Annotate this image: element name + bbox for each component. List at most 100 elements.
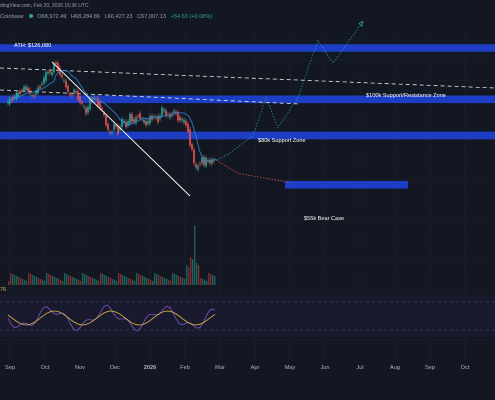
candle [191, 144, 193, 150]
volume-bar [82, 273, 84, 285]
volume-bar [176, 275, 178, 285]
trend-line-lower [0, 89, 301, 105]
volume-bar [34, 276, 36, 285]
x-tick-label: Sep [5, 365, 15, 371]
volume-bar [98, 281, 100, 285]
volume-bar [62, 281, 64, 285]
candle [33, 95, 35, 97]
candle [53, 63, 55, 73]
volume-bar [166, 279, 168, 285]
volume-bar [208, 273, 210, 285]
x-tick-label: Aug [390, 365, 400, 371]
volume-bar [182, 278, 184, 285]
volume-bar [188, 267, 190, 285]
volume-bar [120, 274, 122, 285]
x-tick-label: Nov [75, 365, 85, 371]
volume-bar [184, 279, 186, 285]
trend-line-upper [0, 67, 495, 89]
volume-bar [128, 278, 130, 285]
volume-bar [72, 277, 74, 285]
candle [15, 93, 18, 100]
ohlc-low: L66,427.23 [104, 14, 133, 20]
volume-bar [32, 275, 34, 285]
volume-bar [154, 273, 156, 285]
candle [55, 62, 57, 64]
volume-bar [112, 279, 114, 285]
volume-bar [50, 275, 52, 285]
candle [187, 124, 189, 132]
candle [199, 163, 201, 165]
x-tick-label: Mar [215, 365, 225, 371]
candle [39, 86, 41, 89]
volume-bar [10, 273, 12, 285]
volume-bar [156, 274, 158, 285]
volume-bar [66, 274, 68, 285]
volume-bar [138, 274, 140, 285]
volume-bar [136, 273, 138, 285]
volume-bar [186, 265, 188, 285]
volume-bar [60, 280, 62, 285]
candle [153, 116, 155, 118]
volume-bar [52, 276, 54, 285]
candle [171, 114, 173, 116]
volume-bar [116, 281, 118, 285]
volume-bar [20, 278, 22, 285]
bull-arrow-icon [358, 20, 364, 28]
candle [121, 119, 123, 128]
candle [83, 106, 85, 108]
volume-bar [126, 277, 128, 285]
zone-80k [0, 131, 495, 140]
zone-100k [0, 95, 495, 104]
volume-bar [94, 279, 96, 285]
volume-bar [68, 275, 70, 285]
volume-bar [96, 280, 98, 285]
volume-bar [146, 278, 148, 285]
volume-bar [194, 225, 196, 285]
candle [7, 101, 9, 104]
x-tick-label: Jun [320, 365, 330, 371]
volume-bar [46, 273, 48, 285]
ath-label: ATH: $126,080 [14, 43, 52, 49]
candle [101, 108, 103, 110]
candle [31, 95, 33, 96]
volume-bar [144, 277, 146, 285]
candle [21, 90, 23, 92]
candle [147, 121, 149, 124]
ohlc-line: Coinbase O68,972.49 H68,284.86 L66,427.2… [0, 14, 215, 20]
volume-bar [190, 257, 192, 285]
candle [13, 96, 16, 99]
candle [73, 89, 75, 94]
x-tick-label: 2026 [143, 365, 157, 371]
x-tick-label: Jul [356, 365, 364, 371]
candle [75, 90, 77, 93]
candle [89, 98, 91, 110]
candle [179, 117, 181, 121]
candle [151, 116, 153, 120]
moving-average-line [7, 69, 217, 163]
candle [169, 114, 171, 118]
candle [161, 107, 163, 116]
candle [47, 71, 49, 74]
candle [81, 102, 83, 104]
rsi-panel [0, 295, 495, 337]
volume-bar [14, 275, 16, 285]
x-tick-label: Sep [425, 365, 435, 371]
candle [127, 121, 129, 126]
candle [87, 106, 89, 113]
volume-bar [150, 280, 152, 285]
volume-bar [152, 281, 154, 285]
volume-bar [132, 280, 134, 285]
volume-bar [88, 276, 90, 285]
volume-bar [48, 274, 50, 285]
candle [143, 119, 145, 123]
candle [197, 165, 199, 170]
volume-bar [102, 274, 104, 285]
volume-bar [84, 274, 86, 285]
candle [51, 72, 53, 75]
candle [12, 97, 14, 101]
volume-bar [104, 275, 106, 285]
volume-bar [160, 276, 162, 285]
volume-bar [54, 277, 56, 285]
rsi-value: 76 [0, 287, 7, 293]
